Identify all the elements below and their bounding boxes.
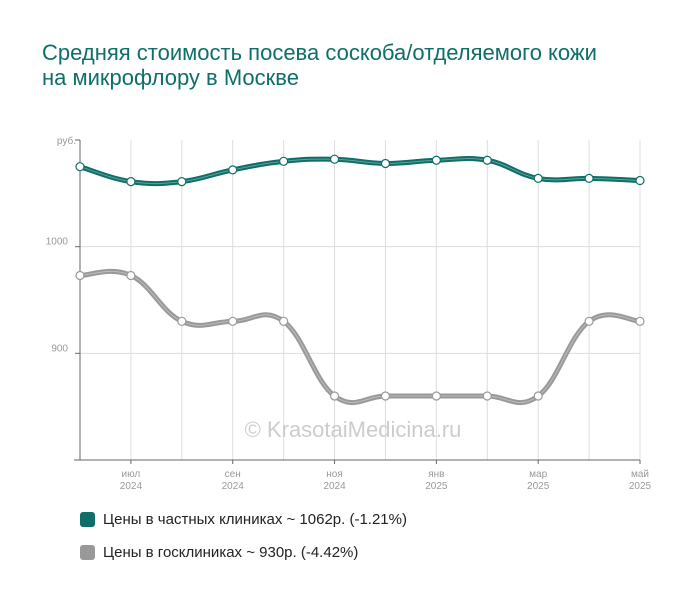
x-tick-year: 2025 — [629, 481, 652, 492]
data-point-public[interactable] — [482, 391, 492, 401]
series-layer — [75, 154, 645, 406]
y-tick-label: 1000 — [46, 237, 69, 248]
series-line-highlight-public — [79, 270, 641, 404]
legend-item-public[interactable]: Цены в госклиниках ~ 930р. (-4.42%) — [80, 541, 407, 563]
data-point-public[interactable] — [635, 316, 645, 326]
data-point-private[interactable] — [533, 173, 543, 183]
x-tick-label: сен — [225, 469, 241, 480]
data-point-private[interactable] — [228, 165, 238, 175]
data-point-private[interactable] — [279, 156, 289, 166]
series-line-public — [77, 268, 643, 406]
data-point-private[interactable] — [177, 177, 187, 187]
data-point-private[interactable] — [431, 155, 441, 165]
data-point-private[interactable] — [584, 173, 594, 183]
legend-item-private[interactable]: Цены в частных клиниках ~ 1062р. (-1.21%… — [80, 508, 407, 530]
legend-label-public: Цены в госклиниках ~ 930р. (-4.42%) — [103, 543, 359, 561]
data-point-private[interactable] — [380, 158, 391, 169]
data-point-public[interactable] — [380, 391, 391, 401]
legend-swatch-public — [80, 544, 95, 560]
series-line-private — [77, 156, 643, 187]
data-point-public[interactable] — [75, 270, 85, 281]
series-line-highlight-private — [79, 158, 641, 185]
title-block: Средняя стоимость посева соскоба/отделяе… — [42, 40, 602, 90]
watermark: © KrasotaiMedicina.ru — [245, 417, 462, 442]
data-point-public[interactable] — [533, 391, 543, 401]
series-public — [75, 268, 645, 406]
chart-title: Средняя стоимость посева соскоба/отделяе… — [42, 40, 597, 90]
data-point-private[interactable] — [126, 177, 136, 187]
legend-label-private: Цены в частных клиниках ~ 1062р. (-1.21%… — [103, 510, 407, 528]
x-tick-year: 2024 — [120, 481, 143, 492]
data-point-private[interactable] — [329, 154, 340, 164]
x-tick-label: июл — [122, 469, 141, 480]
data-point-private[interactable] — [635, 175, 645, 186]
y-axis-label: руб. — [57, 135, 76, 147]
x-tick-year: 2024 — [222, 481, 245, 492]
x-tick-year: 2025 — [425, 481, 448, 492]
data-point-public[interactable] — [228, 316, 238, 326]
legend: Цены в частных клиниках ~ 1062р. (-1.21%… — [80, 508, 407, 574]
data-point-public[interactable] — [329, 391, 340, 401]
data-point-private[interactable] — [75, 162, 85, 172]
legend-swatch-private — [80, 511, 95, 527]
data-point-public[interactable] — [279, 316, 289, 326]
x-tick-label: ноя — [326, 469, 343, 480]
y-tick-label: 900 — [51, 343, 68, 354]
data-point-public[interactable] — [584, 316, 594, 326]
grid-layer: 9001000руб.июл2024сен2024ноя2024янв2025м… — [46, 135, 652, 492]
x-tick-label: май — [631, 469, 649, 480]
x-tick-year: 2025 — [527, 481, 550, 492]
data-point-private[interactable] — [482, 155, 492, 165]
x-tick-year: 2024 — [323, 481, 346, 492]
x-tick-label: мар — [529, 469, 547, 480]
series-private — [75, 154, 645, 187]
data-point-public[interactable] — [177, 316, 187, 326]
data-point-public[interactable] — [431, 391, 441, 401]
data-point-public[interactable] — [126, 270, 136, 281]
x-tick-label: янв — [428, 469, 444, 480]
